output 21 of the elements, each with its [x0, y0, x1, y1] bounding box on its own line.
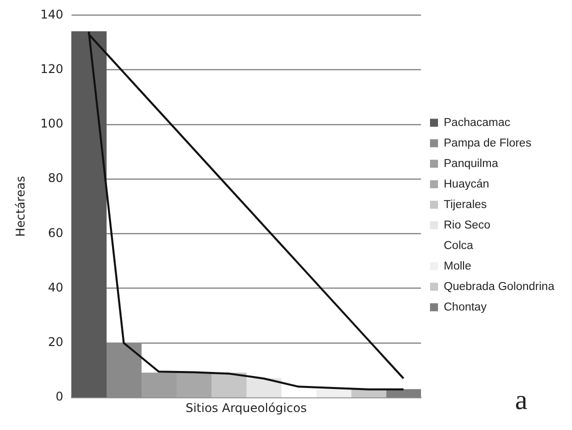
y-tick-label: 140: [40, 7, 64, 22]
legend-label: Huaycán: [444, 178, 490, 190]
legend-label: Chontay: [444, 301, 487, 314]
legend-label: Molle: [444, 260, 472, 272]
legend-label: Rio Seco: [444, 219, 490, 232]
text: Colca: [444, 240, 474, 252]
y-tick-label: 100: [40, 116, 64, 131]
y-axis-title: Hectáreas: [13, 176, 28, 237]
y-tick-label: 60: [48, 226, 64, 240]
text: a: [515, 385, 528, 417]
legend-label: Tijerales: [444, 198, 488, 211]
y-tick-label: 20: [48, 335, 64, 350]
y-tick-label: 120: [40, 62, 64, 76]
x-axis-title: Sitios Arqueológicos: [186, 400, 307, 415]
y-tick-label: 0: [56, 390, 64, 404]
legend-label: Panquilma: [444, 158, 499, 170]
y-tick-label: 40: [48, 280, 64, 294]
legend-label: Pampa de Flores: [444, 137, 532, 150]
legend-label: Pachacamac: [444, 116, 510, 129]
legend-label: Quebrada Golondrina: [444, 280, 555, 293]
y-tick-label: 80: [48, 171, 64, 186]
